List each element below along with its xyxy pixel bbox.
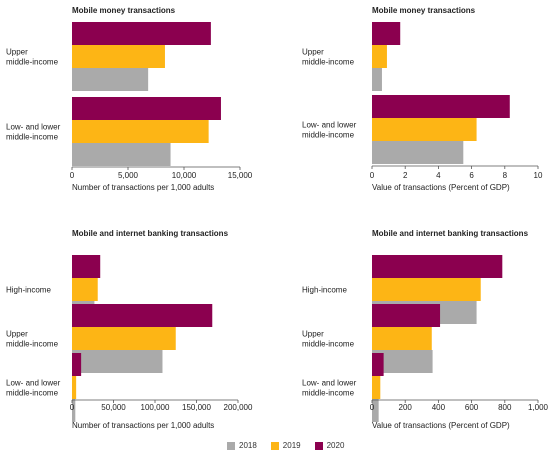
x-tick-label-2-0: 0 <box>70 403 75 412</box>
x-tick-label-3-1: 200 <box>399 403 413 412</box>
category-label-chart3-0: High-income <box>302 286 347 295</box>
bar-chart3-cat0-2019 <box>372 278 481 301</box>
category-label-chart2-0: High-income <box>6 286 51 295</box>
x-tick-label-1-4: 8 <box>503 171 508 180</box>
x-axis-label-3: Value of transactions (Percent of GDP) <box>372 421 510 430</box>
legend-swatch-2020 <box>314 441 323 450</box>
x-tick-label-2-3: 150,000 <box>182 403 211 412</box>
x-tick-label-2-2: 100,000 <box>141 403 170 412</box>
legend: 2018 2019 2020 <box>227 441 344 450</box>
legend-swatch-2018 <box>227 441 235 450</box>
bar-chart0-cat0-2019 <box>72 45 165 68</box>
x-tick-label-1-5: 10 <box>534 171 543 180</box>
legend-item-2020: 2020 <box>314 441 345 450</box>
bar-chart2-cat2-2020 <box>72 353 82 376</box>
x-tick-label-3-2: 400 <box>432 403 446 412</box>
x-tick-label-0-2: 10,000 <box>172 171 197 180</box>
bar-chart2-cat0-2019 <box>72 278 98 301</box>
bar-chart3-cat1-2018 <box>372 350 433 373</box>
category-label-chart3-1-line0: Upper <box>302 330 324 339</box>
chart-title-1: Mobile money transactions <box>372 6 476 15</box>
bar-chart0-cat0-2020 <box>72 22 211 45</box>
bar-chart0-cat1-2020 <box>72 97 221 120</box>
x-tick-label-1-1: 2 <box>403 171 408 180</box>
category-label-chart2-1-line0: Upper <box>6 330 28 339</box>
category-label-chart2-2-line0: Low- and lower <box>6 379 61 388</box>
category-label-chart3-2-line1: middle-income <box>302 389 355 398</box>
legend-label-2020: 2020 <box>326 441 345 450</box>
bar-chart3-cat1-2019 <box>372 327 432 350</box>
x-tick-label-3-0: 0 <box>370 403 375 412</box>
legend-item-2019: 2019 <box>270 441 301 450</box>
category-label-chart1-1-line0: Low- and lower <box>302 121 357 130</box>
x-tick-label-0-0: 0 <box>70 171 75 180</box>
bar-chart2-cat1-2019 <box>72 327 176 350</box>
category-label-chart3-1-line1: middle-income <box>302 340 355 349</box>
x-tick-label-0-1: 5,000 <box>118 171 139 180</box>
bar-chart1-cat0-2019 <box>372 45 387 68</box>
x-axis-label-2: Number of transactions per 1,000 adults <box>72 421 214 430</box>
x-tick-label-3-4: 800 <box>498 403 512 412</box>
category-label-chart3-2-line0: Low- and lower <box>302 379 357 388</box>
bar-chart1-cat0-2020 <box>372 22 401 45</box>
category-label-chart1-0-line1: middle-income <box>302 58 355 67</box>
bar-chart2-cat2-2018 <box>72 399 76 422</box>
legend-swatch-2019 <box>270 441 279 450</box>
bar-chart2-cat1-2018 <box>72 350 163 373</box>
category-label-chart0-1-line1: middle-income <box>6 133 59 142</box>
bar-chart3-cat2-2019 <box>372 376 381 399</box>
x-tick-label-1-0: 0 <box>370 171 375 180</box>
chart-title-2: Mobile and internet banking transactions <box>72 229 229 238</box>
category-label-chart0-0-line1: middle-income <box>6 58 59 67</box>
category-label-chart2-2-line1: middle-income <box>6 389 59 398</box>
x-tick-label-2-1: 50,000 <box>101 403 126 412</box>
bar-chart1-cat1-2020 <box>372 95 510 118</box>
bar-chart0-cat1-2018 <box>72 143 171 166</box>
x-tick-label-3-3: 600 <box>465 403 479 412</box>
bar-chart2-cat0-2020 <box>72 255 101 278</box>
legend-item-2018: 2018 <box>227 441 257 450</box>
category-label-chart2-1-line1: middle-income <box>6 340 59 349</box>
x-tick-label-3-5: 1,000 <box>528 403 549 412</box>
bar-chart2-cat2-2019 <box>72 376 77 399</box>
bar-chart3-cat0-2020 <box>372 255 503 278</box>
bar-chart1-cat1-2019 <box>372 118 477 141</box>
bar-chart1-cat0-2018 <box>372 68 382 91</box>
bar-chart3-cat2-2020 <box>372 353 384 376</box>
bar-chart1-cat1-2018 <box>372 141 464 164</box>
x-tick-label-1-2: 4 <box>436 171 441 180</box>
x-tick-label-0-3: 15,000 <box>228 171 253 180</box>
chart-title-0: Mobile money transactions <box>72 6 176 15</box>
category-label-chart0-1-line0: Low- and lower <box>6 123 61 132</box>
x-axis-label-1: Value of transactions (Percent of GDP) <box>372 183 510 192</box>
chart-title-3: Mobile and internet banking transactions <box>372 229 529 238</box>
category-label-chart1-1-line1: middle-income <box>302 131 355 140</box>
bar-chart3-cat2-2018 <box>372 399 379 422</box>
category-label-chart0-0-line0: Upper <box>6 48 28 57</box>
x-tick-label-2-4: 200,000 <box>224 403 253 412</box>
x-axis-label-0: Number of transactions per 1,000 adults <box>72 183 214 192</box>
legend-label-2018: 2018 <box>239 441 257 450</box>
bar-chart2-cat1-2020 <box>72 304 213 327</box>
bar-chart0-cat0-2018 <box>72 68 149 91</box>
x-tick-label-1-3: 6 <box>469 171 474 180</box>
bar-chart0-cat1-2019 <box>72 120 209 143</box>
category-label-chart1-0-line0: Upper <box>302 48 324 57</box>
bar-chart3-cat1-2020 <box>372 304 441 327</box>
legend-label-2019: 2019 <box>282 441 301 450</box>
